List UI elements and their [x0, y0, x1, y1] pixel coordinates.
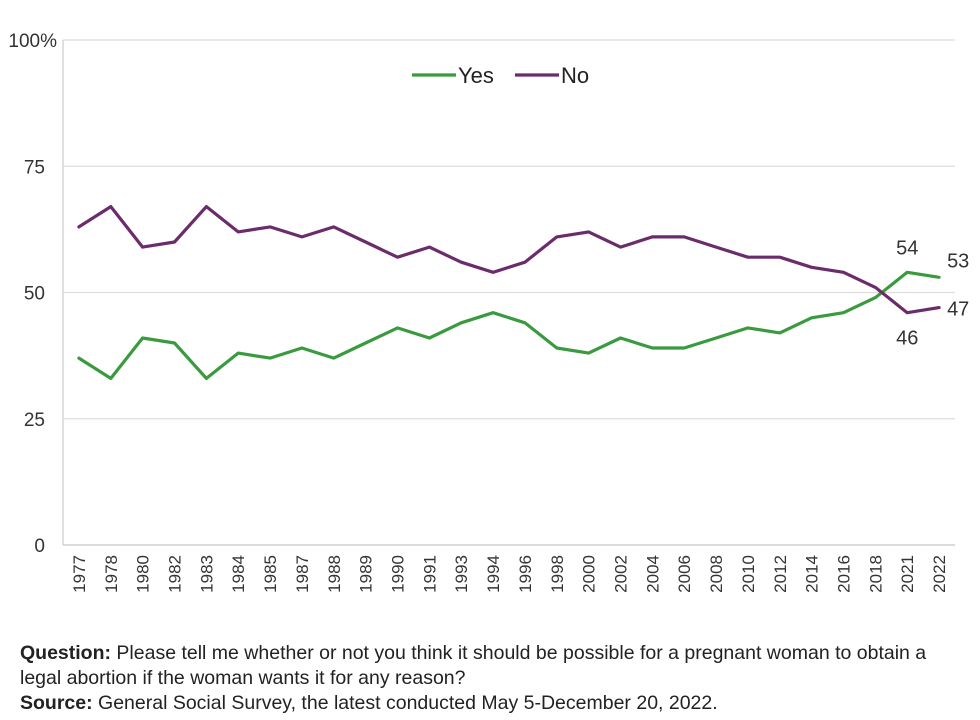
- x-tick-label: 1989: [357, 555, 376, 593]
- gridlines: [62, 39, 955, 546]
- x-tick-label: 1984: [229, 555, 248, 593]
- x-tick-label: 1990: [389, 555, 408, 593]
- x-tick-label: 1994: [484, 555, 503, 593]
- series-line-yes: [77, 270, 941, 380]
- data-label: 54: [896, 237, 918, 259]
- x-tick-label: 2021: [898, 555, 917, 593]
- question-label: Question:: [20, 642, 111, 664]
- y-tick-label: 75: [24, 157, 45, 178]
- source-text: General Social Survey, the latest conduc…: [92, 692, 718, 714]
- question-text: Please tell me whether or not you think …: [20, 642, 927, 689]
- y-tick-label: 50: [24, 284, 45, 305]
- data-label: 47: [947, 299, 969, 321]
- chart-notes: Question: Please tell me whether or not …: [20, 641, 965, 716]
- x-tick-label: 1977: [70, 555, 89, 593]
- x-tick-label: 2010: [739, 555, 758, 593]
- data-label: 46: [896, 328, 918, 350]
- legend-label-yes: Yes: [458, 63, 494, 88]
- x-tick-label: 2018: [866, 555, 885, 593]
- series-lines: [77, 205, 941, 380]
- source-note: Source: General Social Survey, the lates…: [20, 691, 965, 716]
- line-chart: 0 25 50 75 100% 1977 1978 1980 1982 1983 1984 1985…: [8, 31, 969, 593]
- x-tick-label: 2006: [675, 555, 694, 593]
- series-line-no: [77, 205, 941, 315]
- x-tick-label: 1982: [166, 555, 185, 593]
- y-axis-ticks: 0 25 50 75 100%: [8, 31, 57, 557]
- y-tick-label: 100%: [8, 31, 57, 52]
- x-tick-label: 2016: [835, 555, 854, 593]
- x-axis-ticks: 1977 1978 1980 1982 1983 1984 1985 1987 1988 1989…: [70, 555, 949, 593]
- legend-label-no: No: [561, 63, 589, 88]
- x-tick-label: 2022: [930, 555, 949, 593]
- y-tick-label: 25: [24, 410, 45, 431]
- question-note: Question: Please tell me whether or not …: [20, 641, 965, 691]
- x-tick-label: 1991: [420, 555, 439, 593]
- x-tick-label: 1985: [261, 555, 280, 593]
- data-labels: 54 53 46 47: [896, 237, 969, 349]
- x-tick-label: 2008: [707, 555, 726, 593]
- x-tick-label: 2014: [803, 555, 822, 593]
- x-tick-label: 1993: [452, 555, 471, 593]
- x-tick-label: 2012: [771, 555, 790, 593]
- x-tick-label: 2002: [612, 555, 631, 593]
- source-label: Source:: [20, 692, 93, 714]
- y-tick-label: 0: [34, 536, 45, 557]
- x-tick-label: 1983: [197, 555, 216, 593]
- x-tick-label: 2004: [643, 555, 662, 593]
- x-tick-label: 1980: [134, 555, 153, 593]
- data-label: 53: [947, 250, 969, 272]
- x-tick-label: 1996: [516, 555, 535, 593]
- x-tick-label: 1988: [325, 555, 344, 593]
- x-tick-label: 2000: [580, 555, 599, 593]
- x-tick-label: 1998: [548, 555, 567, 593]
- legend: Yes No: [412, 63, 589, 88]
- x-tick-label: 1987: [293, 555, 312, 593]
- x-tick-label: 1978: [102, 555, 121, 593]
